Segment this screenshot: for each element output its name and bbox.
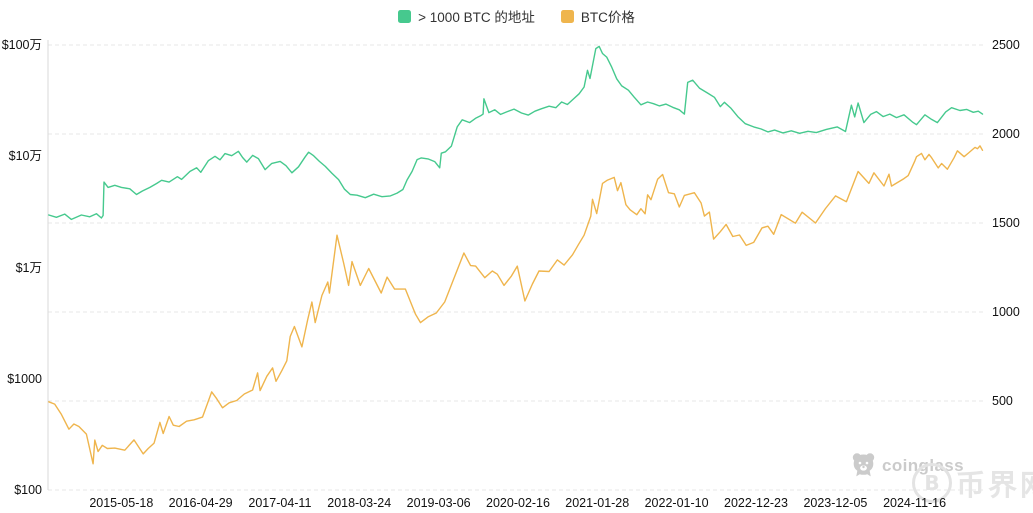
addresses-line <box>48 45 984 221</box>
y-left-tick-label: $1000 <box>7 371 42 386</box>
chart-legend: > 1000 BTC 的地址 BTC价格 <box>0 6 1033 26</box>
y-left-tick-label: $100 <box>14 483 42 497</box>
bijie-btc-logo-icon: B <box>912 463 952 503</box>
btc-symbol: B <box>924 471 940 495</box>
y-right-tick-label: 2500 <box>992 38 1020 52</box>
x-axis-tick-label: 2020-02-16 <box>486 496 550 510</box>
y-right-tick-label: 1500 <box>992 216 1020 230</box>
x-axis-tick-label: 2019-03-06 <box>406 496 471 510</box>
btc-price-line <box>48 145 984 465</box>
legend-label-addresses: > 1000 BTC 的地址 <box>418 10 535 25</box>
y-right-tick-label: 2000 <box>992 127 1020 141</box>
x-axis-tick-label: 2022-01-10 <box>644 496 709 510</box>
x-axis-tick-label: 2023-12-05 <box>803 496 868 510</box>
legend-item-addresses[interactable]: > 1000 BTC 的地址 <box>398 6 535 26</box>
y-right-tick-label: 500 <box>992 394 1013 408</box>
x-axis-tick-label: 2017-04-11 <box>248 496 312 510</box>
y-right-tick-label: 1000 <box>992 305 1020 319</box>
legend-label-btc-price: BTC价格 <box>580 10 635 25</box>
y-left-tick-label: $10万 <box>8 149 42 164</box>
coinglass-bear-icon <box>852 453 875 477</box>
x-axis-tick-label: 2016-04-29 <box>168 496 233 510</box>
x-axis-tick-label: 2024-11-16 <box>883 496 947 510</box>
y-left-tick-label: $100万 <box>1 38 42 52</box>
y-left-tick-label: $1万 <box>15 260 42 275</box>
bijie-watermark-text: 币界网 <box>956 470 1033 502</box>
x-axis-tick-label: 2018-03-24 <box>327 496 392 510</box>
legend-item-btc-price[interactable]: BTC价格 <box>560 6 635 26</box>
legend-swatch-btc-price <box>560 9 574 23</box>
bijie-watermark: B 币界网 <box>912 462 1033 504</box>
x-axis-tick-label: 2022-12-23 <box>724 496 788 510</box>
x-axis-tick-label: 2021-01-28 <box>565 496 630 510</box>
x-axis-tick-label: 2015-05-18 <box>89 496 154 510</box>
legend-swatch-addresses <box>398 9 412 23</box>
